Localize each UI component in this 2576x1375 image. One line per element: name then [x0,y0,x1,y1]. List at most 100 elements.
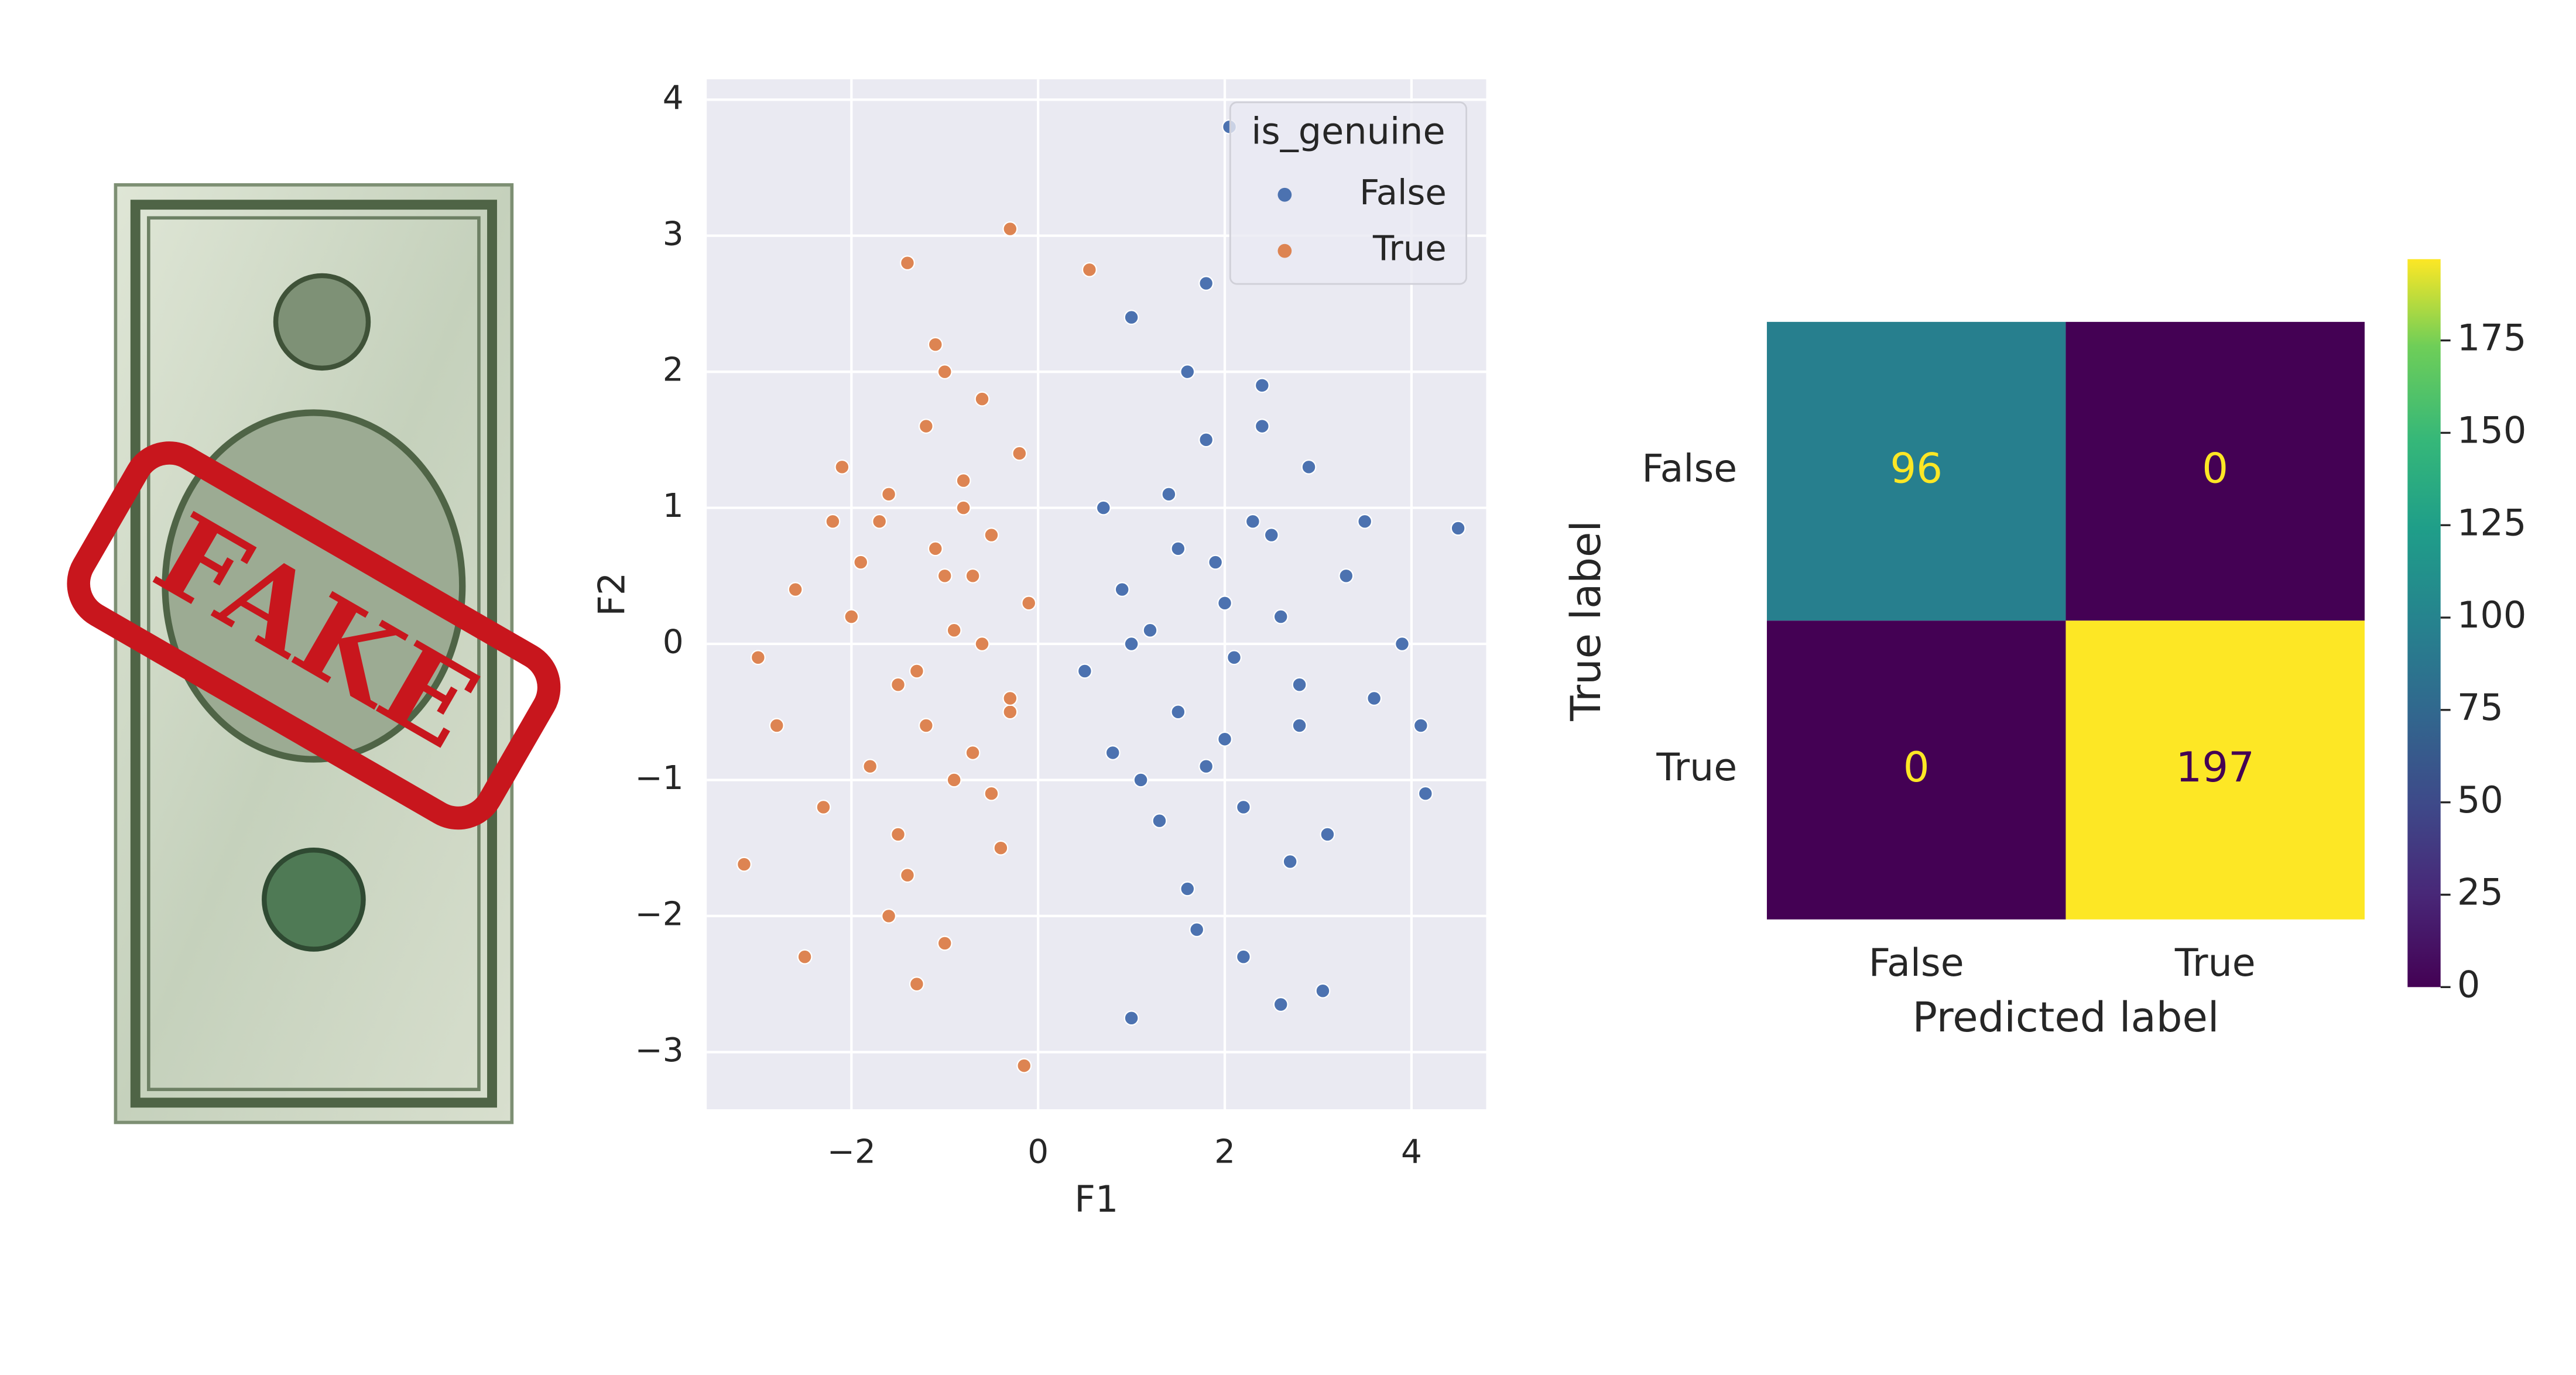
cell [2065,620,2365,920]
point [1413,718,1429,733]
point [1208,554,1224,570]
cell-value: 197 [2176,743,2255,791]
point [955,500,971,516]
point [1152,813,1167,829]
point [1227,650,1242,666]
point [927,337,943,352]
point [816,799,831,815]
point [955,473,971,489]
y-tick-label: False [1642,447,1737,491]
point [984,527,999,543]
point [1142,622,1158,638]
cell-value: 96 [1890,445,1943,493]
point [890,677,906,692]
x-axis-label: F1 [1074,1178,1118,1220]
x-tick-label: 0 [1027,1133,1049,1171]
point [1002,691,1018,706]
legend-label: False [1359,172,1447,212]
colorbar [2407,259,2441,987]
point [1301,459,1317,475]
cell-value: 0 [2202,445,2228,493]
point [1217,595,1233,611]
x-tick-label: 2 [1214,1133,1235,1171]
point [909,976,924,992]
point [1012,445,1027,461]
colorbar-tick-label: 0 [2457,963,2480,1006]
point [918,718,934,733]
confusion-matrix: 96 0 0 197 False True False True Predicted label… [1562,259,2526,1041]
point [927,541,943,557]
point [899,867,915,883]
point [1263,527,1279,543]
colorbar-tick-label: 75 [2457,686,2503,729]
point [1273,997,1289,1012]
banknote-image: FAKE [67,183,561,1124]
point [1198,276,1214,292]
point [1450,520,1466,536]
scatter-chart: −2 0 2 4 −3 −2 −1 0 1 2 3 4 F1 F2 is_genuine False True [590,79,1486,1220]
point [1198,432,1214,448]
point [769,718,785,733]
x-tick-label: 4 [1401,1133,1422,1171]
point [1235,799,1251,815]
point [1282,853,1298,869]
cell [2065,321,2365,621]
y-tick-label: 2 [663,351,684,389]
point [1357,513,1373,529]
point [1170,541,1186,557]
point [1417,786,1433,801]
stamp-frame [67,441,561,830]
legend-box [1229,101,1468,285]
point [825,513,841,529]
point [834,459,850,475]
point [1320,827,1335,842]
point [993,840,1009,856]
point [946,772,962,788]
point [1235,949,1251,965]
point [1189,922,1205,938]
point [1273,609,1289,625]
point [1133,772,1149,788]
point [1217,731,1233,747]
cell [1766,321,2066,621]
y-axis-label: True label [1562,520,1610,722]
colorbar-tick-label: 50 [2457,779,2503,821]
point [1081,262,1097,277]
point [974,636,990,652]
point [1123,1010,1139,1026]
point [1180,881,1195,897]
point [1366,691,1382,706]
point [1016,1058,1032,1074]
x-axis-label: Predicted label [1912,993,2219,1041]
point [797,949,813,965]
point [1123,636,1139,652]
point [1105,745,1121,760]
point [1254,419,1270,434]
seal-green [262,848,366,952]
point [937,364,953,380]
y-tick-label: −2 [635,896,684,934]
point [965,745,981,760]
point [844,609,859,625]
colorbar-tick-label: 175 [2457,317,2526,359]
legend-label: True [1372,228,1447,269]
point [1170,704,1186,720]
point [909,663,924,679]
y-tick-label: 0 [663,623,684,661]
point [1245,513,1260,529]
point [1292,718,1307,733]
point [1161,486,1177,502]
colorbar-tick-label: 25 [2457,871,2503,914]
point [1123,310,1139,325]
x-tick-label: True [2174,941,2256,985]
legend-marker [1277,244,1292,258]
colorbar-tick-label: 150 [2457,409,2526,452]
point [1021,595,1037,611]
cell-value: 0 [1903,743,1930,791]
point [1292,677,1307,692]
point [1077,663,1092,679]
point [736,856,752,872]
y-tick-label: 3 [663,215,684,253]
